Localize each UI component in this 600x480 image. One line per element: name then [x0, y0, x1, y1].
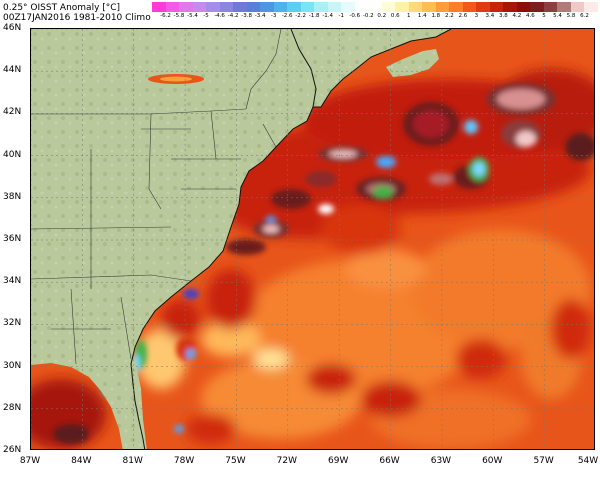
color-scale-label: 5: [542, 13, 546, 19]
color-scale-label: -6.2: [160, 13, 171, 19]
map-subtitle: 00Z17JAN2016 1981-2010 Climo: [3, 13, 151, 23]
color-scale-label: 3: [474, 13, 479, 19]
color-swatch: [368, 2, 383, 12]
color-scale-label: -3.8: [241, 13, 252, 19]
latitude-label: 34N: [3, 276, 22, 287]
color-scale-label: -0.6: [349, 13, 361, 19]
color-swatch: [273, 2, 288, 12]
color-swatch: [584, 2, 599, 12]
longitude-label: 75W: [225, 456, 246, 466]
color-scale-label: -1.4: [322, 13, 334, 19]
color-scale-label: -5.4: [187, 13, 198, 19]
latitude-label: 42N: [3, 107, 22, 118]
color-swatch: [462, 2, 477, 12]
color-scale-label: 6.2: [580, 13, 589, 19]
color-swatch: [543, 2, 558, 12]
color-swatch: [260, 2, 275, 12]
latitude-label: 40N: [3, 149, 22, 160]
color-swatch: [341, 2, 356, 12]
latitude-label: 32N: [3, 318, 22, 329]
color-scale-label: 3.4: [485, 13, 495, 19]
color-scale-label: 1.8: [431, 13, 441, 19]
latitude-label: 44N: [3, 65, 22, 76]
color-scale-label: -2.6: [281, 13, 293, 19]
color-swatch: [152, 2, 166, 12]
color-swatch: [287, 2, 302, 12]
color-swatch: [327, 2, 342, 12]
color-swatch: [314, 2, 329, 12]
color-swatch: [300, 2, 315, 12]
color-scale-label: -0.2: [362, 13, 374, 19]
longitude-label: 81W: [122, 456, 143, 466]
color-scale-label: -1.8: [308, 13, 320, 19]
color-swatch: [422, 2, 437, 12]
color-scale-label: 5.8: [566, 13, 576, 19]
color-scale-label: -3: [270, 13, 277, 19]
color-swatch: [192, 2, 207, 12]
color-swatch: [206, 2, 221, 12]
color-swatch: [489, 2, 504, 12]
color-scale-label: 2.2: [444, 13, 454, 19]
color-scale-label: 2.6: [458, 13, 468, 19]
longitude-label: 60W: [482, 456, 503, 466]
color-swatch: [179, 2, 194, 12]
latitude-label: 36N: [3, 234, 22, 244]
map-title: 0.25° OISST Anomaly [°C]: [3, 3, 121, 13]
color-scale-legend: -6.2 -5.8 -5.4 -5 -4.6 -4.2 -3.8 -3.4 -3 -2.6 -2.2…: [152, 2, 599, 22]
color-scale-label: -5: [203, 13, 209, 19]
color-scale-label: 0.2: [377, 13, 387, 19]
color-scale-label: 1.4: [417, 13, 427, 19]
color-scale-label: 4.6: [526, 13, 535, 19]
sst-anomaly-map: [30, 28, 595, 450]
color-swatch: [354, 2, 369, 12]
color-swatch: [233, 2, 248, 12]
color-swatch: [516, 2, 531, 12]
color-scale-label: -1: [338, 13, 344, 19]
color-scale-label: 5.4: [553, 13, 562, 19]
latitude-label: 46N: [3, 23, 22, 33]
longitude-label: 66W: [379, 456, 400, 466]
latitude-label: 38N: [3, 191, 22, 202]
longitude-label: 54W: [577, 456, 599, 466]
color-scale-label: 1: [407, 13, 411, 19]
color-scale-label: -4.2: [227, 13, 239, 19]
color-swatch: [557, 2, 572, 12]
latitude-label: 28N: [3, 402, 22, 413]
color-scale-label: -3.4: [254, 13, 266, 19]
color-swatch: [408, 2, 423, 12]
color-scale-label: 3.8: [499, 13, 508, 19]
longitude-label: 72W: [276, 456, 297, 466]
longitude-label: 69W: [327, 456, 349, 466]
latitude-label: 26N: [3, 445, 22, 455]
color-scale-label: -5.8: [173, 13, 185, 19]
longitude-label: 57W: [533, 456, 554, 466]
color-swatch: [476, 2, 491, 12]
map-canvas: [31, 29, 594, 449]
longitude-label: 87W: [19, 456, 41, 466]
color-swatch: [570, 2, 585, 12]
color-scale-label: -2.2: [295, 13, 307, 19]
color-swatch: [395, 2, 410, 12]
color-swatch: [219, 2, 234, 12]
color-swatch: [381, 2, 396, 12]
color-swatch: [449, 2, 464, 12]
color-swatch: [503, 2, 518, 12]
longitude-label: 78W: [173, 456, 195, 466]
color-swatch: [530, 2, 545, 12]
color-scale-label: -4.6: [214, 13, 225, 19]
color-swatch: [435, 2, 450, 12]
color-swatch: [246, 2, 261, 12]
color-swatch: [165, 2, 180, 12]
lat-lon-grid: [31, 29, 594, 449]
latitude-label: 30N: [3, 360, 22, 371]
longitude-label: 84W: [71, 456, 92, 466]
longitude-label: 63W: [430, 456, 452, 466]
color-scale-label: 4.2: [512, 13, 522, 19]
color-scale-label: 0.6: [390, 13, 400, 19]
